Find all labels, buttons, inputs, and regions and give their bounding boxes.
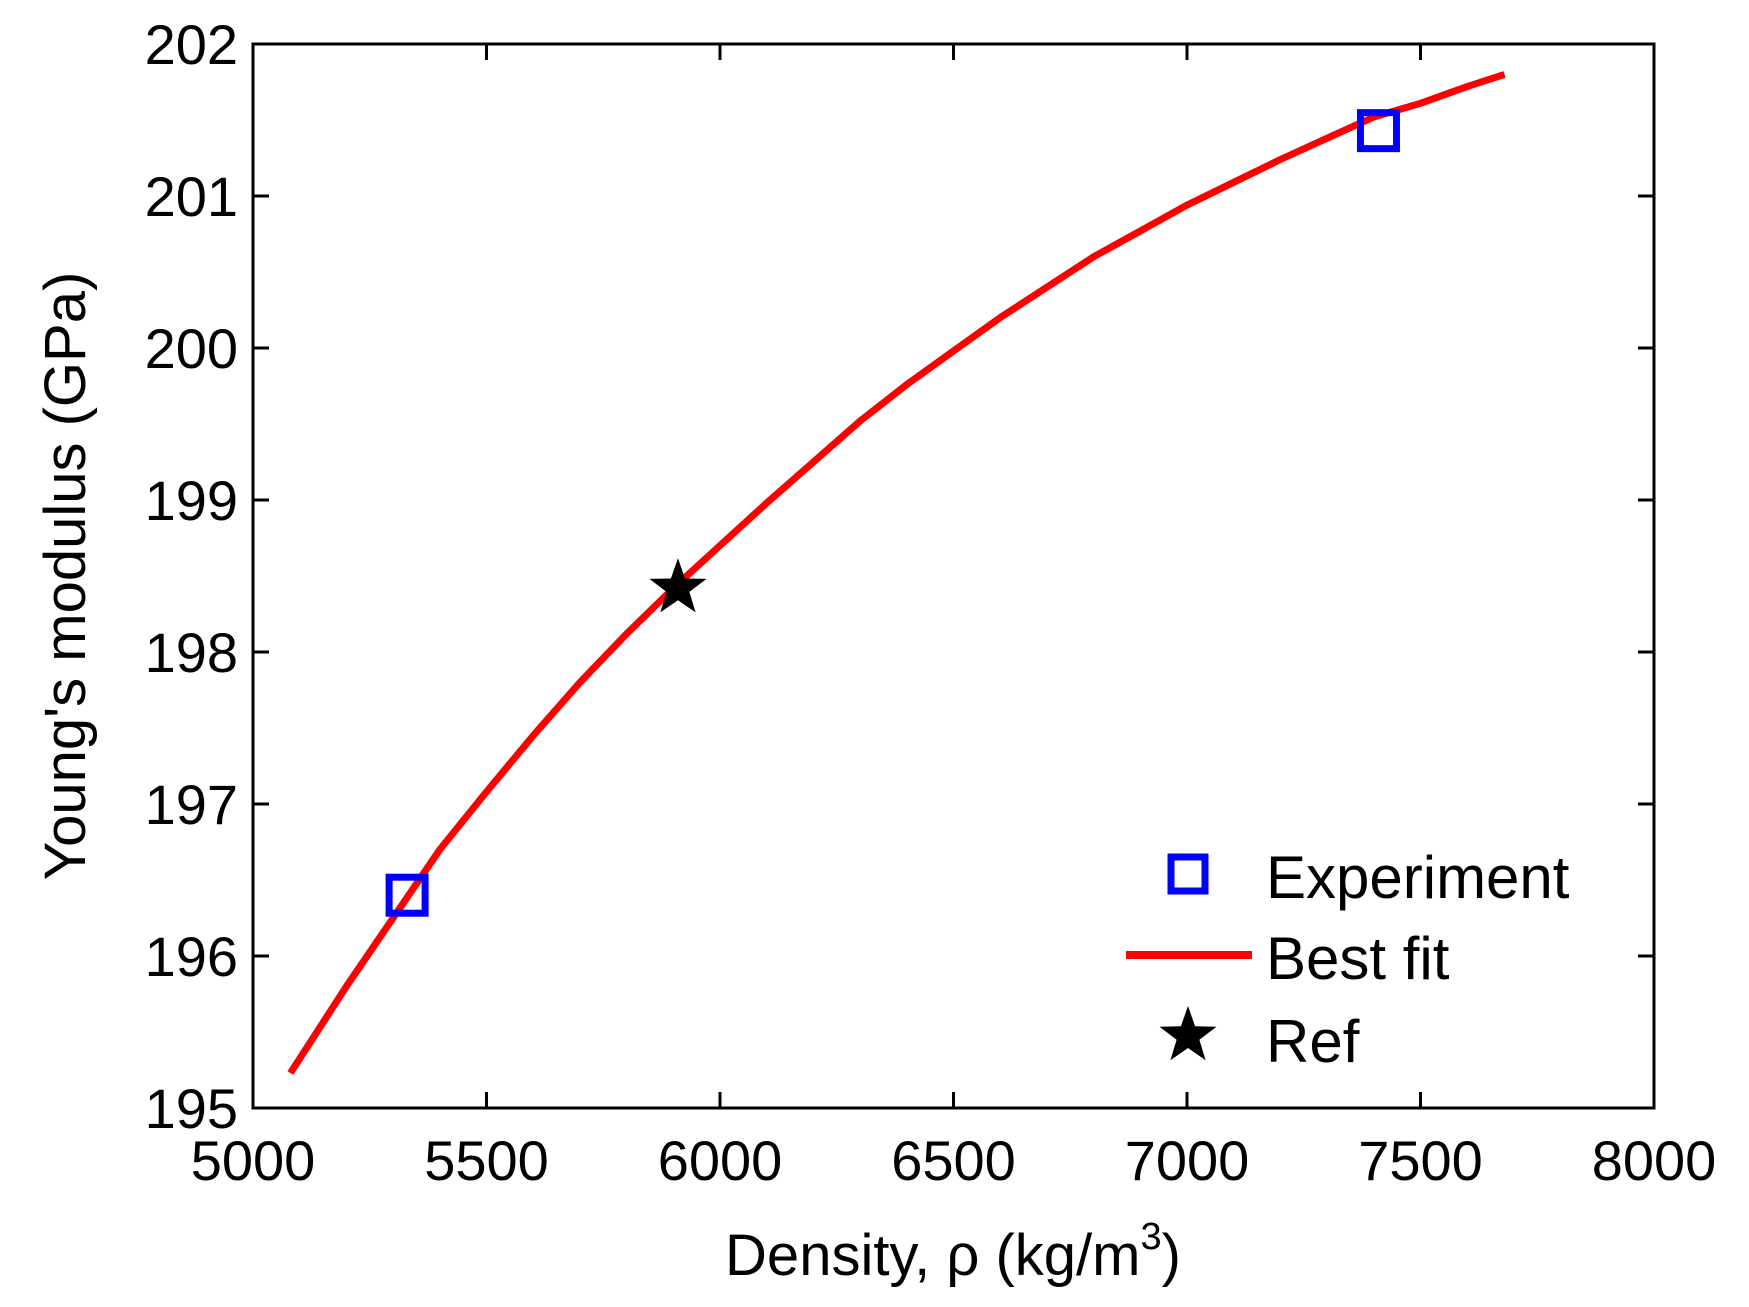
y-tick-label: 199 bbox=[145, 469, 238, 532]
legend-experiment-label: Experiment bbox=[1266, 844, 1570, 911]
best-fit-line bbox=[287, 71, 1506, 1075]
x-axis-label-superscript: 3 bbox=[1140, 1216, 1161, 1258]
legend-ref-label: Ref bbox=[1266, 1008, 1360, 1075]
legend-experiment-marker bbox=[1167, 853, 1209, 895]
y-tick-label: 202 bbox=[145, 13, 238, 76]
legend: Experiment Best fit Ref bbox=[1126, 844, 1570, 1075]
y-tick-label: 198 bbox=[145, 621, 238, 684]
x-axis-label-main: Density, ρ (kg/m bbox=[725, 1223, 1140, 1288]
y-tick-label: 201 bbox=[145, 165, 238, 228]
x-axis-label: Density, ρ (kg/m3) bbox=[725, 1216, 1181, 1288]
plot-frame bbox=[251, 42, 1656, 1110]
y-tick-label: 197 bbox=[145, 773, 238, 836]
plot-background bbox=[253, 44, 1654, 1108]
y-axis-label: Young's modulus (GPa) bbox=[33, 272, 98, 881]
x-tick-label: 8000 bbox=[1592, 1129, 1717, 1192]
experiment-point bbox=[385, 873, 429, 917]
y-tick-label: 196 bbox=[145, 925, 238, 988]
x-tick-label: 5000 bbox=[191, 1129, 316, 1192]
legend-ref-marker bbox=[1159, 1006, 1217, 1061]
experiment-point bbox=[1356, 109, 1400, 153]
x-tick-label: 7000 bbox=[1125, 1129, 1250, 1192]
y-tick-label: 195 bbox=[145, 1077, 238, 1140]
tick-labels: 5000 5500 6000 6500 7000 7500 8000 195 196 197 198… bbox=[145, 13, 1717, 1192]
y-tick-label: 200 bbox=[145, 317, 238, 380]
x-tick-label: 6000 bbox=[658, 1129, 783, 1192]
legend-best-fit-label: Best fit bbox=[1266, 925, 1450, 992]
x-axis-label-end: ) bbox=[1162, 1223, 1181, 1288]
x-tick-label: 5500 bbox=[424, 1129, 549, 1192]
series-layer bbox=[287, 71, 1506, 1075]
ref-point bbox=[649, 558, 707, 613]
x-tick-label: 7500 bbox=[1358, 1129, 1483, 1192]
x-tick-label: 6500 bbox=[891, 1129, 1016, 1192]
